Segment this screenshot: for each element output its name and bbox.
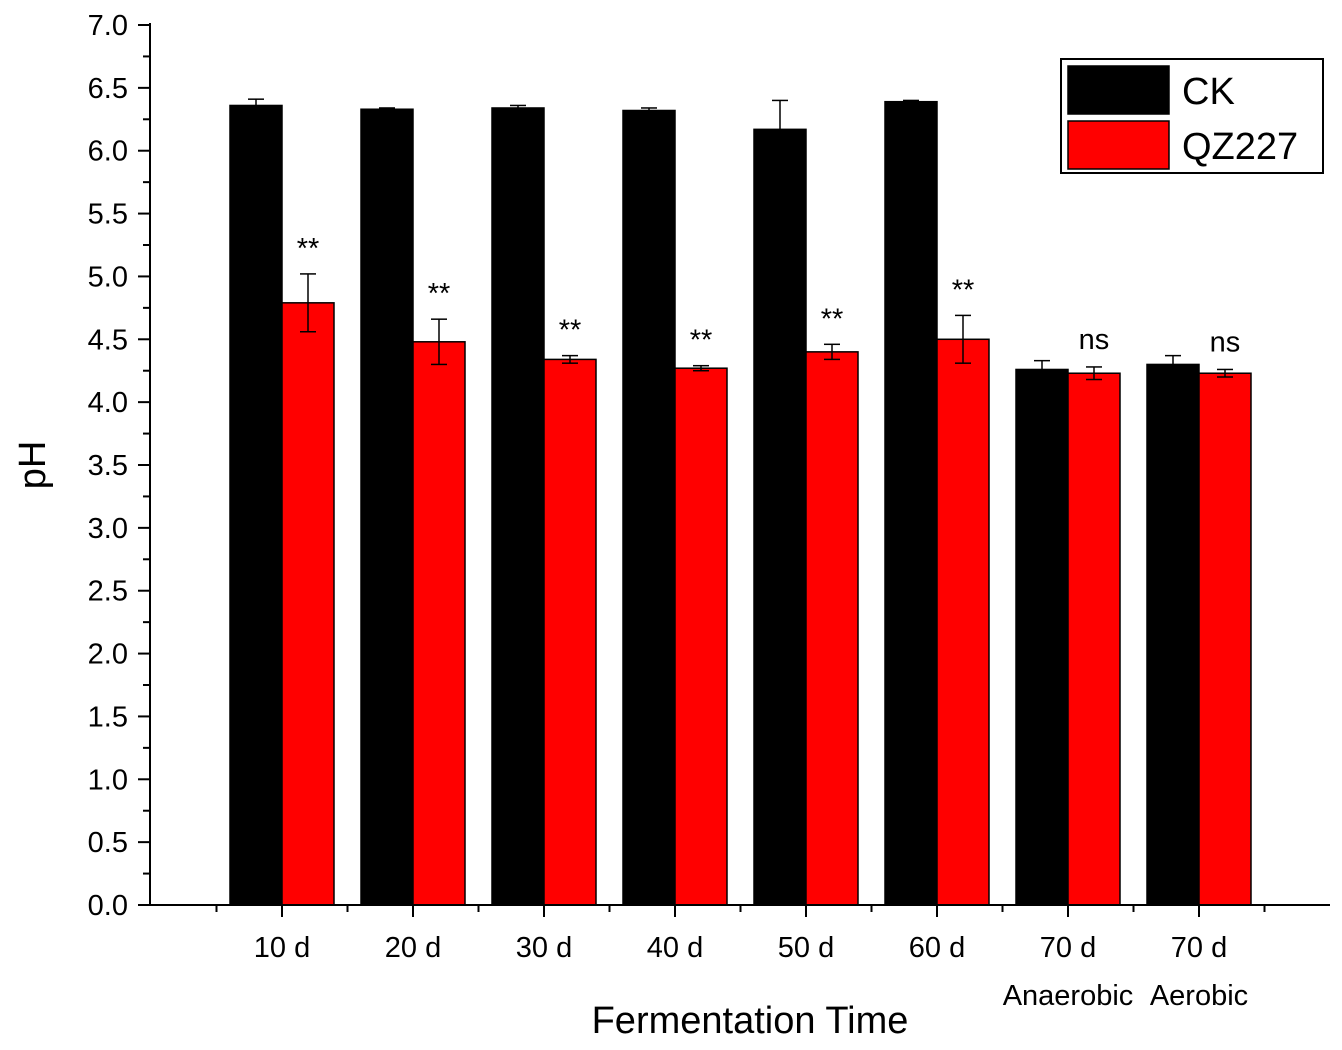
bar-ck-7	[1146, 363, 1200, 906]
x-tick-label: 10 d	[254, 932, 310, 964]
bar-qz227-3	[674, 367, 728, 906]
bar-qz227-2	[543, 358, 597, 906]
y-axis-title: pH	[12, 441, 54, 490]
y-tick-label: 2.5	[88, 576, 128, 608]
y-tick-label: 2.0	[88, 639, 128, 671]
y-tick-label: 5.5	[88, 199, 128, 231]
bar-ck-1	[360, 108, 414, 906]
y-tick-label: 4.0	[88, 387, 128, 419]
bars-layer	[229, 100, 1252, 906]
legend-label-qz227: QZ227	[1182, 126, 1298, 168]
bar-qz227-4	[805, 351, 859, 906]
x-tick-label: 50 d	[778, 932, 834, 964]
x-tick-label: 30 d	[516, 932, 572, 964]
significance-label: **	[821, 303, 844, 335]
bar-ck-5	[884, 100, 938, 906]
x-tick-label: 70 d	[1040, 932, 1096, 964]
significance-label: **	[428, 278, 451, 310]
legend-swatch-qz227	[1067, 120, 1170, 170]
x-tick-label: 70 d	[1171, 932, 1227, 964]
x-axis-title: Fermentation Time	[592, 1000, 909, 1042]
y-tick-label: 4.5	[88, 324, 128, 356]
x-ticks-layer: 10 d 20 d 30 d 40 d 50 d 60 d 70 d Anaerobic 70 …	[215, 905, 1266, 1012]
y-tick-label: 0.0	[88, 890, 128, 922]
legend-swatch-ck	[1067, 65, 1170, 115]
y-tick-label: 3.0	[88, 513, 128, 545]
x-tick-label: 40 d	[647, 932, 703, 964]
y-tick-label: 3.5	[88, 450, 128, 482]
y-tick-label: 7.0	[88, 10, 128, 42]
y-tick-label: 1.0	[88, 764, 128, 796]
annotations-layer: ** ** ** ** ** ** ns ns	[297, 233, 1241, 359]
bar-ck-6	[1015, 368, 1069, 906]
legend: CK QZ227	[1060, 58, 1324, 174]
bar-qz227-5	[936, 338, 990, 906]
bar-qz227-0	[281, 302, 335, 906]
error-bars-layer	[248, 98, 1233, 381]
significance-label: **	[559, 315, 582, 347]
significance-label: **	[952, 274, 975, 306]
x-tick-label: 20 d	[385, 932, 441, 964]
y-tick-label: 6.5	[88, 73, 128, 105]
bar-qz227-7	[1198, 372, 1252, 906]
significance-label: **	[690, 325, 713, 357]
legend-label-ck: CK	[1182, 71, 1235, 113]
bar-ck-2	[491, 107, 545, 906]
significance-label: ns	[1210, 326, 1241, 358]
y-tick-label: 5.0	[88, 261, 128, 293]
bar-ck-4	[753, 128, 807, 906]
y-tick-label: 1.5	[88, 701, 128, 733]
x-tick-sublabel: Anaerobic	[1003, 980, 1134, 1012]
bar-qz227-1	[412, 341, 466, 906]
y-tick-label: 6.0	[88, 136, 128, 168]
significance-label: **	[297, 233, 320, 265]
y-tick-label: 0.5	[88, 827, 128, 859]
bar-qz227-6	[1067, 372, 1121, 906]
bar-ck-3	[622, 109, 676, 906]
x-tick-sublabel: Aerobic	[1150, 980, 1248, 1012]
x-tick-label: 60 d	[909, 932, 965, 964]
y-ticks-layer: 0.0 0.5 1.0 1.5 2.0 2.5 3.0 3.5 4.0 4.5 5.0 5.5 6.0 6…	[88, 10, 150, 922]
bar-ck-0	[229, 104, 283, 906]
significance-label: ns	[1079, 324, 1110, 356]
